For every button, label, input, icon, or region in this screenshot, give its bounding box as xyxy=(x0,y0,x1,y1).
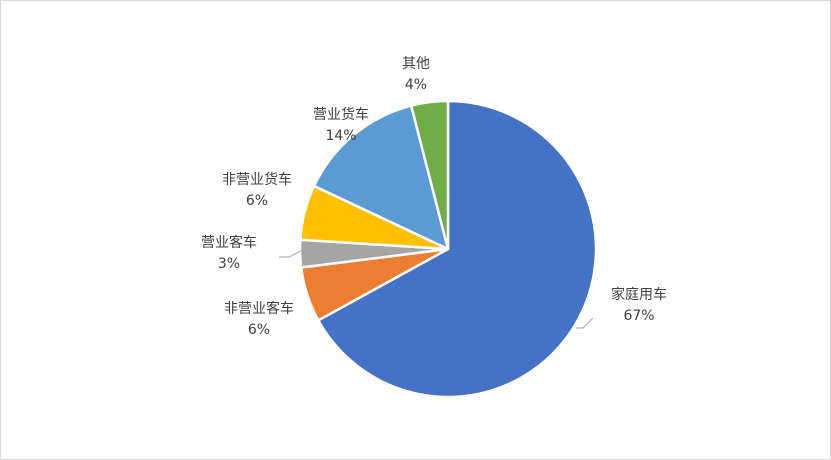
slice-category-label: 非营业货车 xyxy=(222,171,292,188)
slice-category-label: 营业货车 xyxy=(313,106,369,123)
slice-percent-label: 3% xyxy=(218,256,240,272)
slice-percent-label: 14% xyxy=(325,128,356,144)
slice-percent-label: 6% xyxy=(246,193,268,209)
leader-line-1 xyxy=(576,317,594,329)
slice-percent-label: 4% xyxy=(405,77,427,93)
slice-category-label: 非营业客车 xyxy=(224,300,294,317)
slice-category-label: 其他 xyxy=(402,56,430,72)
slice-percent-label: 67% xyxy=(623,308,654,324)
leader-lines xyxy=(279,250,594,329)
slice-category-label: 家庭用车 xyxy=(611,286,667,303)
data-labels: 家庭用车 67% 非营业客车 6% 营业客车 3% 非营业货车 6% 营业货车 14% 其他 4% xyxy=(201,56,667,338)
pie-slice-1 xyxy=(317,99,598,399)
pie-slice-5 xyxy=(312,104,450,251)
pie-slices xyxy=(298,99,598,399)
pie-slice-6 xyxy=(409,99,450,251)
slice-category-label: 营业客车 xyxy=(201,234,257,251)
leader-line-3 xyxy=(279,250,302,258)
slice-percent-label: 6% xyxy=(248,322,270,338)
